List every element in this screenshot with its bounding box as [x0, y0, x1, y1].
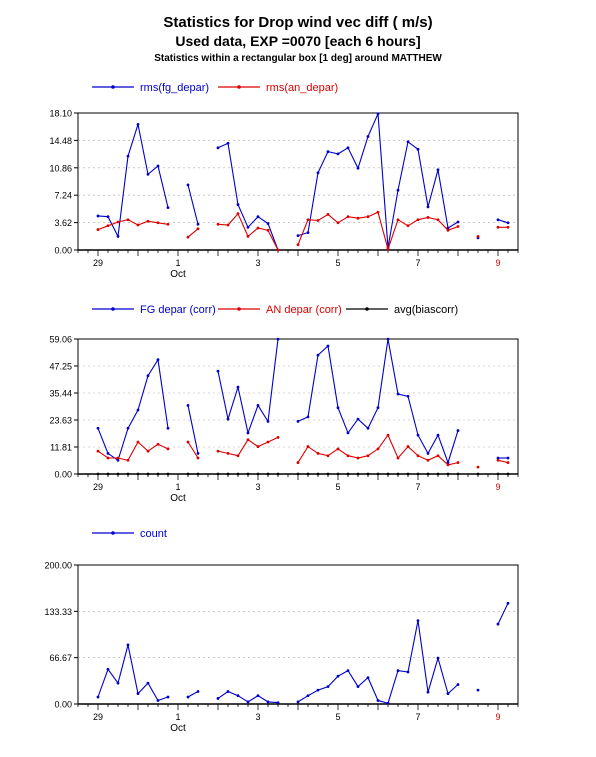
series-line-rms(an_depar) — [97, 219, 169, 231]
series-line-rms(an_depar) — [217, 212, 279, 251]
x-tick-label: 7 — [415, 712, 420, 722]
x-tick-label: 3 — [255, 482, 260, 492]
y-tick-label: 133.33 — [44, 607, 72, 617]
plot-frame — [77, 564, 519, 705]
y-tick-label: 59.06 — [49, 335, 72, 345]
x-tick-label: 9 — [495, 258, 500, 268]
series-line-count — [217, 690, 279, 704]
series-line-count — [97, 644, 169, 702]
y-tick-label: 18.10 — [49, 109, 72, 119]
legend-marker — [237, 307, 241, 311]
series-line-count — [187, 691, 199, 698]
series-line-AN depar (corr) — [97, 441, 169, 461]
series-line-AN depar (corr) — [217, 436, 279, 457]
x-tick-label: 5 — [335, 258, 340, 268]
x-month-label: Oct — [170, 723, 186, 734]
x-tick-label: 7 — [415, 482, 420, 492]
x-tick-label: 9 — [495, 712, 500, 722]
legend-label: count — [140, 528, 167, 540]
y-tick-label: 0.00 — [54, 700, 72, 710]
y-tick-label: 23.63 — [49, 416, 72, 426]
data-point — [216, 222, 220, 226]
y-tick-label: 66.67 — [49, 653, 72, 663]
x-tick-label: 29 — [93, 712, 103, 722]
legend-label: avg(biascorr) — [394, 304, 458, 316]
x-tick-label: 1 — [175, 482, 180, 492]
legend-label: rms(fg_depar) — [140, 82, 209, 94]
chart-panel-2 — [74, 307, 519, 480]
series-line-FG depar (corr) — [217, 339, 279, 435]
chart-subtitle-2: Statistics within a rectangular box [1 d… — [154, 53, 442, 64]
data-point — [476, 472, 480, 476]
series-line-rms(fg_depar) — [297, 113, 459, 248]
data-point — [476, 234, 480, 238]
x-tick-label: 1 — [175, 712, 180, 722]
series-line-count — [297, 620, 459, 704]
x-tick-label: 29 — [93, 482, 103, 492]
chart-title: Statistics for Drop wind vec diff ( m/s) — [163, 14, 433, 31]
data-point — [476, 688, 480, 692]
x-tick-label: 29 — [93, 258, 103, 268]
y-tick-label: 35.44 — [49, 389, 72, 399]
y-tick-label: 10.86 — [49, 163, 72, 173]
data-point — [476, 465, 480, 469]
y-tick-label: 3.62 — [54, 218, 72, 228]
series-line-FG depar (corr) — [187, 405, 199, 454]
plot-frame — [77, 338, 519, 475]
y-tick-label: 7.24 — [54, 191, 72, 201]
chart-panel-3 — [74, 531, 519, 710]
series-line-rms(fg_depar) — [497, 219, 509, 224]
x-tick-label: 1 — [175, 258, 180, 268]
series-line-AN depar (corr) — [187, 441, 199, 459]
series-line-AN depar (corr) — [497, 459, 509, 464]
x-tick-label: 9 — [495, 482, 500, 492]
legend-marker — [111, 85, 115, 89]
series-line-rms(an_depar) — [297, 211, 459, 252]
legend-marker — [237, 85, 241, 89]
x-tick-label: 5 — [335, 712, 340, 722]
x-tick-label: 5 — [335, 482, 340, 492]
legend-marker — [111, 307, 115, 311]
legend-marker — [111, 531, 115, 535]
series-line-rms(fg_depar) — [187, 184, 199, 225]
chart-subtitle: Used data, EXP =0070 [each 6 hours] — [175, 33, 421, 49]
legend-label: rms(an_depar) — [266, 82, 338, 94]
series-line-rms(fg_depar) — [217, 142, 279, 251]
y-tick-label: 47.25 — [49, 362, 72, 372]
x-tick-label: 3 — [255, 258, 260, 268]
series-line-rms(an_depar) — [187, 228, 199, 238]
plot-frame — [77, 112, 519, 251]
series-line-FG depar (corr) — [97, 358, 169, 462]
series-line-count — [497, 602, 509, 625]
series-line-rms(fg_depar) — [97, 124, 169, 239]
data-point — [276, 701, 280, 705]
x-month-label: Oct — [170, 269, 186, 280]
legend-marker — [365, 307, 369, 311]
y-tick-label: 0.00 — [54, 470, 72, 480]
x-tick-label: 3 — [255, 712, 260, 722]
chart-panel-1 — [74, 85, 519, 256]
y-tick-label: 14.48 — [49, 136, 72, 146]
legend-label: FG depar (corr) — [140, 304, 216, 316]
y-tick-label: 0.00 — [54, 246, 72, 256]
y-tick-label: 11.81 — [50, 443, 72, 453]
y-tick-label: 200.00 — [44, 561, 72, 571]
legend-label: AN depar (corr) — [266, 304, 342, 316]
x-tick-label: 7 — [415, 258, 420, 268]
series-line-FG depar (corr) — [297, 339, 459, 465]
series-line-AN depar (corr) — [297, 433, 459, 466]
x-month-label: Oct — [170, 493, 186, 504]
